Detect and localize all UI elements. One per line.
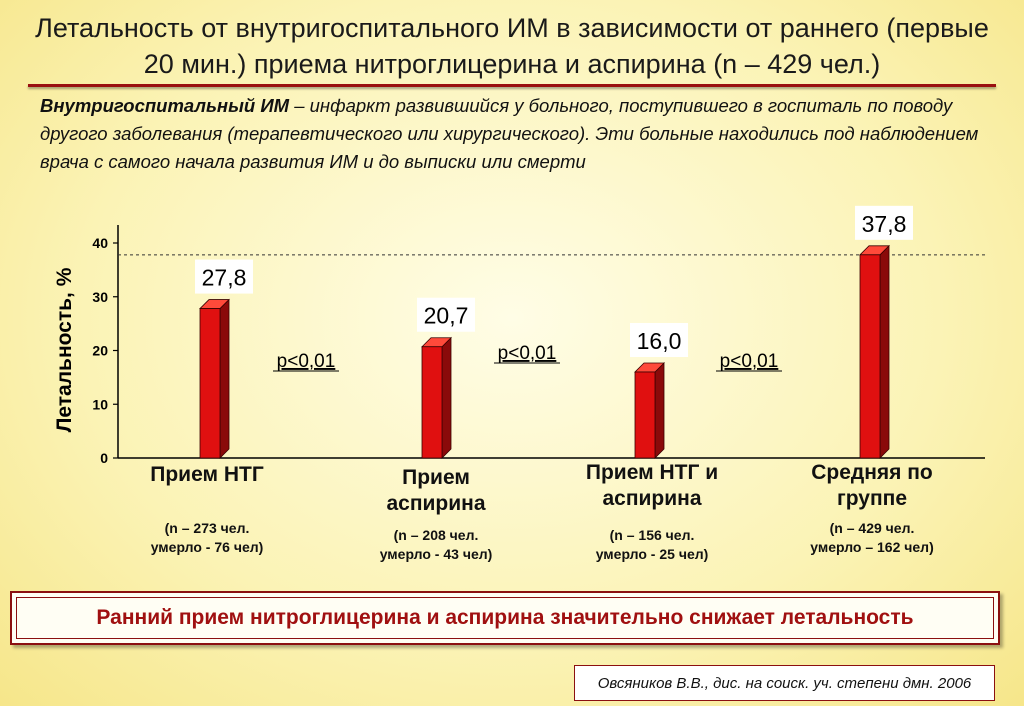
bar <box>859 254 881 459</box>
definition-text: Внутригоспитальный ИМ – инфаркт развивши… <box>40 92 1000 176</box>
category-note-line: (n – 156 чел. <box>609 527 695 543</box>
category-note: (n – 156 чел. умерло - 25 чел) <box>542 526 762 564</box>
page-title: Летальность от внутригоспитального ИМ в … <box>35 13 989 79</box>
y-tick-label: 20 <box>92 343 108 359</box>
category-note: (n – 208 чел. умерло - 43 чел) <box>326 526 546 564</box>
category-note-line: (n – 273 чел. <box>164 520 250 536</box>
p-value-label: p<0,01 <box>498 343 557 364</box>
category-note-line: (n – 208 чел. <box>393 527 479 543</box>
y-tick-label: 30 <box>92 289 108 305</box>
value-label-box <box>630 323 688 357</box>
value-label-box <box>417 297 475 332</box>
category-note-line: умерло - 25 чел) <box>595 546 709 562</box>
value-label-box <box>855 205 913 240</box>
definition-body: – инфаркт развившийся у больного, поступ… <box>40 95 979 172</box>
category-note: (n – 429 чел. умерло – 162 чел) <box>762 519 982 557</box>
category-label: Средняя по группе <box>811 461 933 510</box>
y-tick-label: 0 <box>100 450 108 466</box>
bar <box>199 308 221 459</box>
value-label: 16,0 <box>637 328 682 354</box>
definition-term: Внутригоспитальный ИМ <box>40 95 290 116</box>
category-note-line: умерло - 43 чел) <box>379 546 493 562</box>
bar-side <box>441 336 452 459</box>
y-tick-label: 40 <box>92 235 108 251</box>
category-label: Прием НТГ и аспирина <box>585 461 719 510</box>
value-label: 37,8 <box>862 211 907 237</box>
p-value-label: p<0,01 <box>277 351 336 372</box>
value-label: 27,8 <box>202 265 247 291</box>
bar-side <box>219 298 230 459</box>
bar <box>634 371 656 459</box>
conclusion-text: Ранний прием нитроглицерина и аспирина з… <box>16 597 994 639</box>
title-divider <box>28 84 996 87</box>
conclusion-box: Ранний прием нитроглицерина и аспирина з… <box>10 591 1000 645</box>
y-axis-title: Летальность, % <box>53 267 76 432</box>
bar-side <box>879 244 890 459</box>
bar <box>421 346 443 459</box>
category-label: Прием НТГ <box>150 463 264 486</box>
category-note-line: умерло – 162 чел) <box>810 539 934 555</box>
p-value-label: p<0,01 <box>720 351 779 372</box>
value-label: 20,7 <box>424 303 469 329</box>
source-citation: Овсяников В.В., дис. на соиск. уч. степе… <box>574 665 995 701</box>
category-note: (n – 273 чел. умерло - 76 чел) <box>97 519 317 557</box>
category-note-line: умерло - 76 чел) <box>150 539 264 555</box>
bar-side <box>654 362 665 459</box>
y-tick-label: 10 <box>92 396 108 412</box>
value-label-box <box>195 259 253 294</box>
category-label: Прием аспирина <box>386 466 486 515</box>
category-note-line: (n – 429 чел. <box>829 520 915 536</box>
